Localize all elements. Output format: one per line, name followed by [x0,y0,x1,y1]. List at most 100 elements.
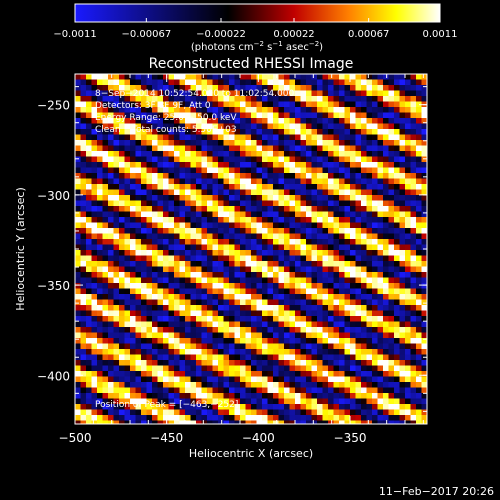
heatmap-cell [289,118,296,124]
heatmap-cell [108,266,114,273]
heatmap-cell [262,167,268,174]
heatmap-cell [394,305,400,311]
heatmap-cell [317,233,323,240]
heatmap-cell [350,420,356,424]
heatmap-cell [333,151,340,157]
heatmap-cell [146,332,153,339]
heatmap-cell [284,184,290,190]
heatmap-cell [152,294,158,300]
heatmap-cell [190,101,197,108]
heatmap-cell [190,90,197,97]
heatmap-cell [108,239,114,245]
heatmap-cell [245,255,252,262]
heatmap-cell [218,145,224,152]
heatmap-cell [256,112,263,119]
heatmap-cell [168,112,175,119]
heatmap-cell [273,343,279,350]
heatmap-cell [344,162,351,168]
heatmap-cell [366,316,373,322]
heatmap-cell [190,228,197,234]
heatmap-cell [421,123,427,130]
heatmap-cell [295,387,301,394]
heatmap-cell [201,250,208,256]
heatmap-cell [240,310,246,317]
heatmap-cell [141,173,147,179]
heatmap-cell [207,228,213,234]
heatmap-cell [394,354,400,361]
heatmap-cell [306,283,312,289]
heatmap-cell [399,321,406,328]
heatmap-cell [141,74,147,80]
heatmap-cell [174,134,180,141]
heatmap-cell [245,376,252,383]
heatmap-cell [322,118,329,124]
heatmap-cell [152,387,158,394]
heatmap-cell [179,409,186,416]
heatmap-cell [97,74,103,80]
heatmap-cell [278,79,285,86]
heatmap-cell [394,189,400,196]
heatmap-cell [350,261,356,267]
heatmap-cell [350,151,356,157]
heatmap-cell [388,244,395,251]
heatmap-cell [267,261,274,267]
heatmap-cell [157,338,164,344]
heatmap-cell [322,156,329,163]
heatmap-cell [185,162,191,168]
heatmap-cell [218,376,224,383]
heatmap-cell [207,129,213,135]
heatmap-cell [124,134,131,141]
heatmap-cell [394,239,400,245]
heatmap-cell [130,272,136,278]
heatmap-cell [130,299,136,306]
heatmap-cell [344,393,351,399]
heatmap-cell [361,398,367,405]
heatmap-cell [350,354,356,361]
heatmap-cell [146,239,153,245]
heatmap-cell [190,140,197,146]
heatmap-cell [410,277,417,284]
heatmap-cell [399,167,406,174]
heatmap-cell [80,387,87,394]
heatmap-cell [196,404,202,410]
heatmap-cell [350,409,356,416]
heatmap-cell [306,129,312,135]
heatmap-cell [262,211,268,218]
heatmap-cell [350,112,356,119]
heatmap-cell [97,272,103,278]
heatmap-cell [322,239,329,245]
heatmap-cell [124,294,131,300]
heatmap-cell [130,79,136,86]
heatmap-cell [86,327,92,333]
heatmap-cell [124,151,131,157]
heatmap-cell [174,360,180,366]
heatmap-cell [295,101,301,108]
heatmap-cell [141,310,147,317]
heatmap-cell [416,327,422,333]
heatmap-cell [377,195,384,201]
heatmap-cell [339,409,345,416]
heatmap-cell [372,294,378,300]
heatmap-cell [152,96,158,102]
heatmap-cell [97,239,103,245]
heatmap-cell [135,140,142,146]
heatmap-cell [416,371,422,377]
heatmap-cell [152,266,158,273]
heatmap-cell [278,123,285,130]
heatmap-cell [223,376,230,383]
heatmap-cell [229,272,235,278]
heatmap-cell [141,107,147,113]
heatmap-cell [80,415,87,421]
heatmap-cell [135,123,142,130]
heatmap-cell [240,415,246,421]
heatmap-cell [256,118,263,124]
heatmap-cell [141,184,147,190]
heatmap-cell [394,167,400,174]
heatmap-cell [229,266,235,273]
heatmap-cell [251,79,257,86]
heatmap-cell [218,272,224,278]
heatmap-cell [86,376,92,383]
heatmap-cell [405,409,411,416]
heatmap-cell [141,299,147,306]
heatmap-cell [328,321,334,328]
